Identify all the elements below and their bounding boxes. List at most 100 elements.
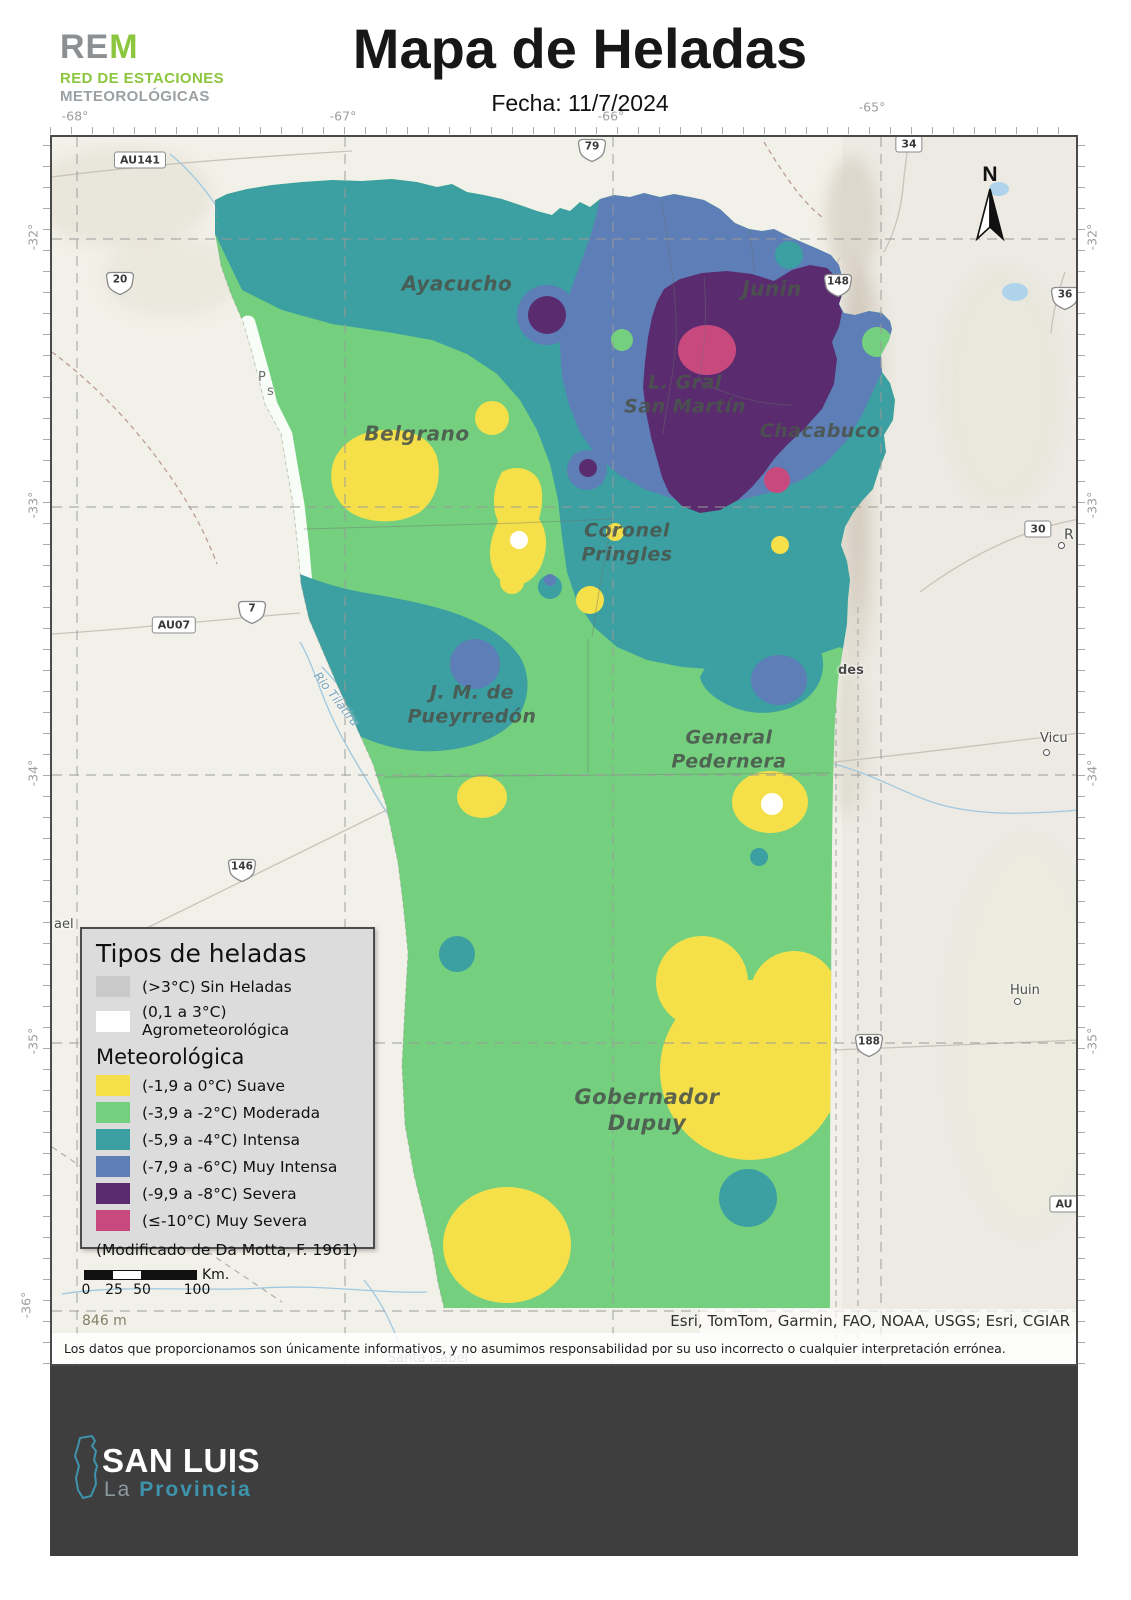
legend-item-severa: (-9,9 a -8°C) Severa (96, 1183, 359, 1204)
road-badge-146: 146 (226, 857, 258, 884)
legend-item-agro: (0,1 a 3°C) Agrometeorológica (96, 1003, 359, 1039)
legend-swatch-agro (96, 1010, 130, 1032)
legend-item-muy-severa: (≤-10°C) Muy Severa (96, 1210, 359, 1231)
footer-tagline-provincia: Provincia (139, 1478, 252, 1501)
scale-seg-2 (113, 1271, 141, 1279)
town-dot-huin (1014, 998, 1021, 1005)
legend-swatch-muy-severa (96, 1210, 130, 1231)
legend-note: (Modificado de Da Motta, F. 1961) (96, 1241, 358, 1259)
coord-left-33: -33° (25, 491, 41, 519)
dept-label-coronel-pringles: Coronel Pringles (581, 519, 673, 565)
badge-shape (823, 273, 853, 298)
legend-item-moderada: (-3,9 a -2°C) Moderada (96, 1102, 359, 1123)
coord-left-34: -34° (25, 759, 41, 787)
badge-shape (1050, 286, 1076, 311)
coord-top-65: -65° (858, 99, 886, 115)
rem-logo-line2: RED DE ESTACIONES (60, 70, 225, 87)
coord-top-66: -66° (597, 108, 625, 124)
place-label-des: des (838, 663, 864, 678)
badge-shape (854, 1033, 884, 1058)
rem-logo-green: M (109, 28, 139, 66)
legend-swatch-suave (96, 1075, 130, 1096)
rem-logo-line3: METEOROLÓGICAS (60, 88, 210, 105)
legend-swatch-muy-intensa (96, 1156, 130, 1177)
coord-top-67: -67° (329, 108, 357, 124)
badge-shape (227, 858, 257, 883)
coord-right-35: -35° (1084, 1027, 1100, 1055)
scale-seg-3 (141, 1271, 196, 1279)
road-badge-20: 20 (104, 270, 136, 297)
dept-label-dupuy: Gobernador Dupuy (574, 1084, 720, 1135)
town-dot-r (1058, 542, 1065, 549)
legend-subtitle: Meteorológica (96, 1045, 245, 1069)
frame-ticks-left (43, 135, 50, 1364)
road-badge-7: 7 (236, 599, 268, 626)
coord-top-68: -68° (61, 108, 89, 124)
footer-province-name: SAN LUIS (102, 1442, 261, 1479)
dept-label-junin: Junin (742, 276, 802, 301)
disclaimer-text: Los datos que proporcionamos son únicame… (64, 1341, 1006, 1356)
town-dot-vicu (1043, 749, 1050, 756)
scale-numbers: 0 25 50 100 (81, 1282, 211, 1298)
scale-bar: Km. 0 25 50 100 (81, 1267, 244, 1298)
rem-logo: REM RED DE ESTACIONES METEOROLÓGICAS (60, 30, 224, 104)
scale-seg-1 (85, 1271, 113, 1279)
road-shield-30: 30 (1024, 520, 1052, 538)
coord-left-35: -35° (25, 1027, 41, 1055)
legend-title: Tipos de heladas (96, 939, 307, 968)
place-label-s: s (267, 384, 274, 399)
place-label-r: R (1064, 527, 1074, 543)
rem-logo-word: REM (60, 30, 224, 64)
frame-ticks-top (50, 127, 1078, 134)
scale-unit: Km. (202, 1267, 230, 1283)
badge-shape (237, 600, 267, 625)
footer-tagline-la: La (104, 1478, 132, 1501)
place-label-vicu: Vicu (1040, 731, 1068, 746)
road-shield-au: AU (1049, 1195, 1076, 1213)
province-outline-icon (74, 1435, 98, 1499)
map-canvas[interactable]: Ayacucho Junin L. Gral San Martín Chacab… (50, 135, 1078, 1366)
legend-panel: Tipos de heladas (>3°C) Sin Heladas (0,1… (80, 927, 375, 1259)
legend-item-sin-heladas: (>3°C) Sin Heladas (96, 976, 359, 997)
road-badge-79: 79 (576, 137, 608, 164)
road-shield-au07: AU07 (151, 616, 197, 634)
coord-left-32: -32° (25, 223, 41, 251)
basemap-svg (52, 137, 1076, 1364)
legend-item-suave: (-1,9 a 0°C) Suave (96, 1075, 359, 1096)
north-arrow: N (970, 163, 1010, 247)
road-shield-34: 34 (895, 137, 923, 153)
page-title: Mapa de Heladas (352, 17, 808, 80)
road-badge-188: 188 (853, 1032, 885, 1059)
legend-swatch-moderada (96, 1102, 130, 1123)
frame-ticks-right (1078, 135, 1085, 1364)
date-label: Fecha: 11/7/2024 (491, 90, 669, 116)
footer-tagline: La Provincia (104, 1478, 252, 1502)
dept-label-pedernera: General Pedernera (671, 726, 787, 772)
dept-label-belgrano: Belgrano (364, 421, 470, 446)
road-badge-36: 36 (1049, 285, 1076, 312)
road-badge-148: 148 (822, 272, 854, 299)
badge-shape (105, 271, 135, 296)
place-label-huin: Huin (1010, 983, 1040, 998)
rem-logo-gray: RE (60, 28, 110, 66)
legend-swatch-severa (96, 1183, 130, 1204)
legend-item-muy-intensa: (-7,9 a -6°C) Muy Intensa (96, 1156, 359, 1177)
legend-item-intensa: (-5,9 a -4°C) Intensa (96, 1129, 359, 1150)
legend-swatch-sin-heladas (96, 976, 130, 997)
road-shield-au141: AU141 (113, 151, 167, 169)
attribution-text: Esri, TomTom, Garmin, FAO, NOAA, USGS; E… (670, 1312, 1070, 1330)
legend-swatch-intensa (96, 1129, 130, 1150)
footer-banner: SAN LUIS La Provincia (50, 1366, 1078, 1556)
place-label-p: P (258, 370, 266, 385)
coord-right-33: -33° (1084, 491, 1100, 519)
badge-shape (577, 138, 607, 163)
attribution-strip (700, 1309, 1076, 1333)
dept-label-ayacucho: Ayacucho (401, 271, 513, 296)
north-label: N (982, 163, 998, 186)
coord-left-36: -36° (18, 1291, 34, 1319)
disclaimer-strip (52, 1333, 1076, 1364)
place-label-ael: ael (54, 917, 74, 932)
elevation-label: 846 m (82, 1313, 127, 1329)
dept-label-pueyrredon: J. M. de Pueyrredón (407, 681, 537, 727)
